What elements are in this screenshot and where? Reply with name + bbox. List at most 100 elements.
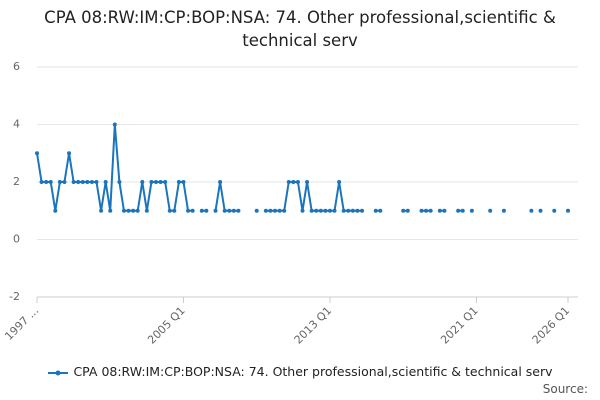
x-tick-label: 2005 Q1 xyxy=(145,304,188,347)
point xyxy=(309,208,314,213)
point xyxy=(76,180,81,184)
point xyxy=(236,208,241,213)
point xyxy=(140,180,145,184)
point xyxy=(213,208,218,213)
point xyxy=(85,180,90,184)
point xyxy=(154,180,159,184)
point xyxy=(552,208,557,213)
point xyxy=(254,208,259,213)
point xyxy=(538,208,543,213)
point xyxy=(529,208,534,213)
point xyxy=(172,208,177,213)
chart-title: CPA 08:RW:IM:CP:BOP:NSA: 74. Other profe… xyxy=(44,8,556,50)
point xyxy=(181,180,186,184)
point xyxy=(268,208,273,213)
point xyxy=(117,180,122,184)
point xyxy=(314,208,319,213)
point xyxy=(323,208,328,213)
point xyxy=(341,208,346,213)
point xyxy=(71,180,76,184)
point xyxy=(263,208,268,213)
point xyxy=(35,151,39,156)
point xyxy=(204,208,209,213)
point xyxy=(273,208,278,213)
point xyxy=(163,180,168,184)
point xyxy=(442,208,447,213)
point xyxy=(48,180,53,184)
y-tick-label: 2 xyxy=(13,175,20,188)
point xyxy=(332,208,337,213)
point xyxy=(108,208,113,213)
point xyxy=(346,208,351,213)
legend: CPA 08:RW:IM:CP:BOP:NSA: 74. Other profe… xyxy=(0,364,600,379)
point xyxy=(89,180,94,184)
point xyxy=(355,208,360,213)
point xyxy=(350,208,355,213)
point xyxy=(126,208,131,213)
point xyxy=(488,208,493,213)
point xyxy=(99,208,104,213)
legend-symbol xyxy=(48,370,69,375)
point xyxy=(277,208,282,213)
point xyxy=(149,180,154,184)
point xyxy=(39,180,44,184)
point xyxy=(566,208,570,213)
point xyxy=(360,208,365,213)
point xyxy=(282,208,287,213)
point xyxy=(501,208,506,213)
x-tick-label: 2013 Q1 xyxy=(292,304,335,347)
y-tick-label: 0 xyxy=(13,233,20,246)
point xyxy=(460,208,465,213)
point xyxy=(67,151,72,156)
point xyxy=(286,180,291,184)
point xyxy=(131,208,136,213)
point xyxy=(469,208,474,213)
point xyxy=(186,208,191,213)
point xyxy=(44,180,49,184)
point xyxy=(300,208,305,213)
point xyxy=(305,180,310,184)
point xyxy=(176,180,181,184)
point xyxy=(158,180,163,184)
x-tick-label: 1997 ... xyxy=(2,304,41,343)
source: Source: xyxy=(542,382,588,396)
point xyxy=(318,208,323,213)
y-tick-label: 6 xyxy=(13,60,20,73)
y-tick-label: -2 xyxy=(9,290,20,303)
point xyxy=(121,208,126,213)
point xyxy=(437,208,442,213)
point xyxy=(291,180,296,184)
point xyxy=(112,122,117,127)
point xyxy=(144,208,149,213)
point xyxy=(401,208,406,213)
point xyxy=(378,208,383,213)
point xyxy=(424,208,429,213)
y-tick-label: 4 xyxy=(13,118,20,131)
x-tick-label: 2026 Q1 xyxy=(530,304,573,347)
x-tick-label: 2021 Q1 xyxy=(438,304,481,347)
point xyxy=(419,208,424,213)
legend-label: CPA 08:RW:IM:CP:BOP:NSA: 74. Other profe… xyxy=(73,364,553,379)
point xyxy=(373,208,378,213)
point xyxy=(405,208,410,213)
point xyxy=(231,208,236,213)
point xyxy=(103,180,108,184)
point xyxy=(62,180,67,184)
point xyxy=(190,208,195,213)
point xyxy=(53,208,58,213)
point xyxy=(167,208,172,213)
point xyxy=(80,180,85,184)
line xyxy=(37,125,568,211)
point xyxy=(222,208,227,213)
point xyxy=(135,208,140,213)
point xyxy=(428,208,433,213)
point xyxy=(337,180,342,184)
point xyxy=(327,208,332,213)
point xyxy=(218,180,223,184)
point xyxy=(57,180,62,184)
point xyxy=(295,180,300,184)
point xyxy=(94,180,99,184)
point xyxy=(456,208,461,213)
